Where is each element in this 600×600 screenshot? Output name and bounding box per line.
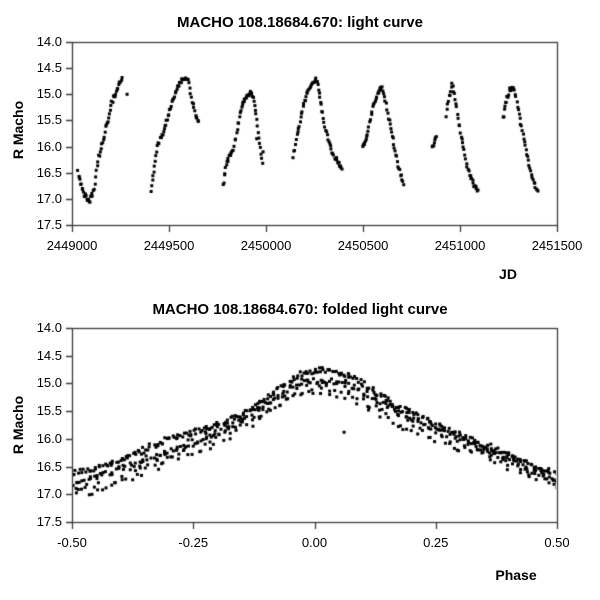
- y-tick-label: 15.5: [36, 403, 62, 419]
- y-tick-label: 14.0: [36, 320, 62, 335]
- y-tick-label: 14.5: [36, 347, 62, 363]
- x-tick-label: 2451000: [434, 238, 486, 253]
- y-tick-label: 17.0: [36, 486, 62, 502]
- light-curve-x-axis-label: JD: [499, 266, 517, 282]
- y-tick-label: 17.0: [36, 190, 62, 206]
- y-tick-label: 17.5: [36, 514, 62, 529]
- y-tick-label: 15.0: [36, 86, 62, 102]
- x-tick-label: 2449500: [143, 238, 195, 253]
- y-tick-label: 15.0: [36, 375, 62, 391]
- x-tick-label: -0.50: [57, 535, 87, 550]
- y-tick-label: 16.0: [36, 138, 62, 154]
- y-tick-label: 16.0: [36, 430, 62, 446]
- y-tick-label: 14.0: [36, 34, 62, 49]
- x-tick-label: 2451500: [531, 238, 583, 253]
- x-tick-label: 2450500: [337, 238, 389, 253]
- x-tick-label: 2449000: [46, 238, 98, 253]
- y-tick-label: 14.5: [36, 60, 62, 76]
- y-tick-label: 16.5: [36, 458, 62, 474]
- y-tick-label: 17.5: [36, 217, 62, 232]
- x-tick-label: 0.00: [301, 535, 328, 550]
- x-tick-label: 0.50: [544, 535, 570, 550]
- light-curve-title: MACHO 108.18684.670: light curve: [177, 14, 423, 31]
- x-tick-label: -0.25: [178, 535, 209, 550]
- y-tick-label: 15.5: [36, 112, 62, 128]
- folded-light-curve-title: MACHO 108.18684.670: folded light curve: [152, 301, 448, 318]
- folded-light-curve-x-axis-label: Phase: [495, 567, 537, 583]
- y-tick-label: 16.5: [36, 164, 62, 180]
- x-tick-label: 0.25: [423, 535, 449, 550]
- x-tick-label: 2450000: [240, 238, 292, 253]
